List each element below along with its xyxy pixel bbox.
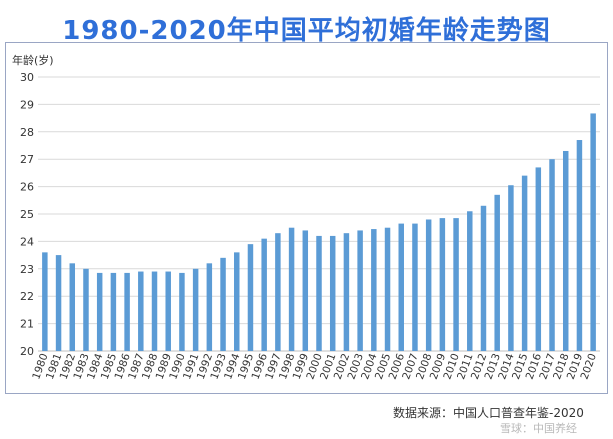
bar-2014 [508, 185, 514, 351]
y-tick-label: 23 [20, 263, 34, 276]
bar-1987 [138, 271, 144, 351]
bar-1984 [96, 272, 103, 351]
bar-2017 [549, 159, 555, 351]
bar-1998 [288, 227, 295, 351]
bar-1994 [234, 252, 240, 351]
bar-2012 [480, 205, 487, 351]
bar-2007 [412, 223, 418, 351]
bar-2011 [467, 211, 473, 351]
bar-1992 [206, 263, 213, 351]
y-tick-label: 30 [20, 71, 34, 84]
bar-2002 [343, 233, 350, 351]
bar-1983 [83, 268, 89, 351]
y-axis-label: 年龄(岁) [12, 53, 54, 67]
chart-title: 1980-2020年中国平均初婚年龄走势图 [62, 16, 551, 46]
bar-2018 [562, 150, 569, 351]
bar-2008 [425, 219, 432, 351]
bar-1986 [124, 272, 130, 351]
bar-2001 [329, 235, 336, 351]
bar-1988 [151, 271, 158, 351]
bar-1997 [275, 233, 281, 351]
bar-1981 [55, 255, 62, 351]
y-tick-label: 21 [20, 318, 34, 331]
bar-1991 [192, 268, 199, 351]
bar-1982 [69, 263, 76, 351]
chart-frame [5, 42, 608, 394]
bar-2004 [371, 229, 377, 351]
watermark: 雪球：中国养经 [500, 422, 577, 435]
bar-1996 [261, 238, 267, 351]
bar-2000 [316, 235, 322, 351]
bar-2015 [521, 175, 528, 351]
y-tick-label: 20 [20, 345, 34, 358]
bar-2010 [453, 218, 459, 351]
bar-1980 [42, 252, 48, 351]
y-tick-label: 28 [20, 126, 34, 139]
y-tick-label: 29 [20, 98, 34, 111]
bar-1990 [179, 272, 185, 351]
bar-1993 [220, 257, 226, 351]
bar-2019 [576, 140, 583, 351]
bar-2020 [590, 113, 596, 351]
bar-1989 [165, 271, 171, 351]
bar-2013 [494, 194, 500, 351]
bar-2006 [398, 223, 404, 351]
y-tick-label: 22 [20, 290, 34, 303]
y-tick-label: 27 [20, 153, 34, 166]
bar-1985 [110, 272, 117, 351]
y-tick-label: 24 [20, 235, 34, 248]
data-source-note: 数据来源：中国人口普查年鉴-2020 [393, 406, 584, 420]
bar-2003 [357, 230, 363, 351]
bar-1999 [302, 230, 309, 351]
y-tick-label: 26 [20, 181, 34, 194]
bar-2016 [535, 167, 542, 351]
bar-1995 [247, 244, 254, 351]
y-tick-label: 25 [20, 208, 34, 221]
bar-2005 [384, 227, 391, 351]
bar-2009 [439, 218, 446, 351]
